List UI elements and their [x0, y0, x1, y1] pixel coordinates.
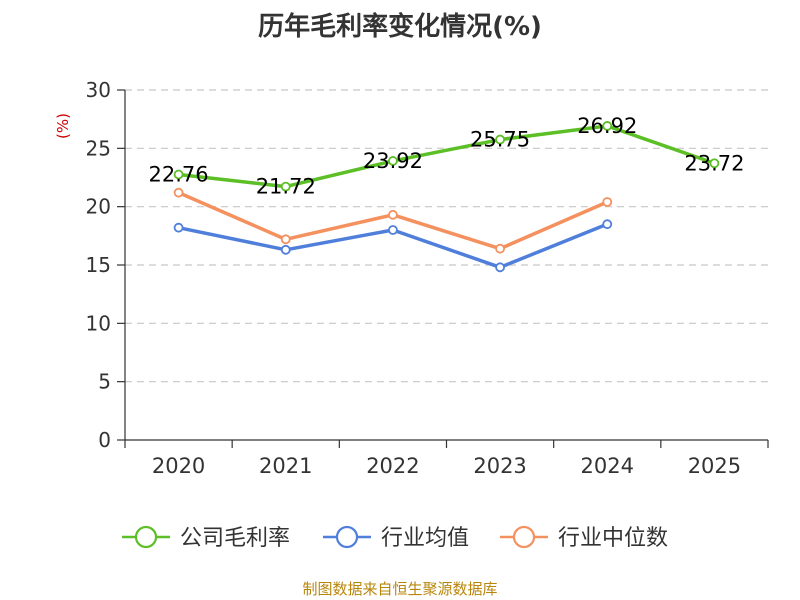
chart-title: 历年毛利率变化情况(%)	[258, 12, 542, 42]
x-tick-label: 2024	[581, 454, 634, 478]
x-tick-label: 2021	[259, 454, 312, 478]
data-point	[495, 134, 505, 145]
legend-label: 公司毛利率	[180, 526, 290, 551]
legend-item[interactable]: 行业中位数	[500, 525, 668, 551]
data-point	[602, 197, 613, 207]
data-label: 25.75	[470, 128, 530, 152]
source-note: 制图数据来自恒生聚源数据库	[302, 580, 498, 598]
series-line	[178, 124, 715, 189]
data-point	[602, 121, 613, 131]
data-point	[388, 156, 398, 166]
data-label: 22.76	[149, 162, 209, 186]
y-tick-label: 20	[86, 195, 111, 219]
data-point	[280, 181, 291, 192]
legend-label: 行业均值	[381, 526, 469, 551]
data-point	[173, 187, 184, 198]
y-axis-label: (%)	[54, 113, 72, 139]
data-point	[388, 209, 398, 220]
data-label: 23.72	[684, 151, 744, 175]
x-tick-label: 2025	[688, 454, 741, 478]
data-point	[173, 169, 184, 180]
y-tick-label: 30	[86, 78, 111, 102]
data-point	[495, 243, 505, 254]
data-point	[280, 234, 291, 245]
y-tick-label: 10	[86, 311, 111, 335]
data-point	[173, 222, 184, 233]
data-point	[388, 225, 398, 235]
y-tick-label: 5	[98, 370, 111, 394]
x-tick-label: 2023	[473, 454, 526, 478]
data-point	[602, 219, 613, 230]
y-tick-label: 0	[98, 428, 111, 452]
y-tick-label: 15	[86, 253, 111, 277]
data-point	[709, 158, 720, 169]
legend-item[interactable]: 行业均值	[323, 525, 469, 551]
data-point	[495, 262, 505, 273]
legend-marker	[134, 525, 158, 549]
legend-item[interactable]: 公司毛利率	[122, 525, 290, 551]
y-tick-label: 25	[86, 136, 111, 160]
legend-label: 行业中位数	[558, 526, 668, 551]
data-label: 23.92	[363, 149, 423, 173]
data-label: 21.72	[256, 175, 316, 199]
data-point	[280, 244, 291, 255]
x-tick-label: 2022	[366, 454, 419, 478]
legend-marker	[335, 525, 359, 549]
x-tick-label: 2020	[152, 454, 205, 478]
data-label: 26.92	[577, 114, 637, 138]
legend-marker	[512, 525, 536, 549]
